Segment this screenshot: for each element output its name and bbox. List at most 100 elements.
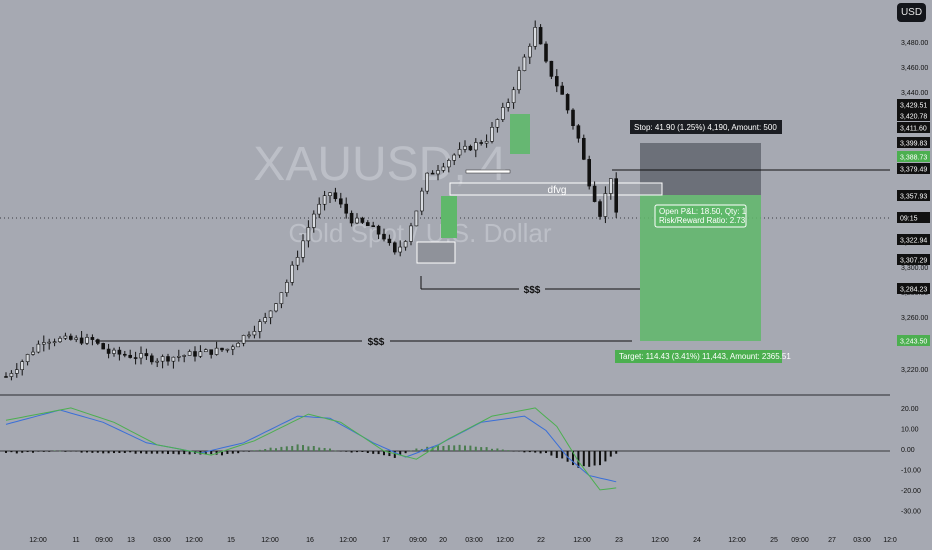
histogram-bar (464, 445, 466, 451)
svg-text:3,420.78: 3,420.78 (900, 114, 927, 121)
time-tick: 12:00 (573, 537, 591, 544)
candle (311, 210, 316, 233)
risk-reward-text: Risk/Reward Ratio: 2.73 (659, 216, 746, 225)
candle (295, 250, 300, 271)
fvg-label: dfvg (548, 185, 567, 196)
histogram-bar (221, 451, 223, 456)
candle (565, 93, 570, 114)
histogram-bar (469, 445, 472, 451)
candle (150, 353, 154, 365)
candle (236, 342, 240, 348)
histogram-bar (507, 450, 510, 451)
time-tick: 12:00 (185, 537, 203, 544)
candle (500, 102, 505, 122)
histogram-bar (366, 451, 369, 454)
candle (452, 153, 457, 166)
time-tick: 22 (537, 537, 545, 544)
candle (360, 216, 365, 224)
histogram-bar (485, 447, 488, 451)
price-label: 3,357.93 (897, 190, 930, 201)
candle (527, 43, 532, 64)
histogram-bar (582, 451, 585, 467)
candle (25, 353, 30, 366)
candlestick-series (4, 20, 619, 381)
liquidity-high-label: $$$ (368, 337, 385, 348)
signal-line (5, 407, 617, 491)
candle (603, 186, 608, 224)
candle (171, 356, 176, 369)
candle (495, 118, 500, 133)
svg-text:3,307.29: 3,307.29 (900, 258, 927, 265)
candle (614, 172, 619, 218)
oscillator-axis[interactable]: 20.00 10.00 0.00 -10.00 -20.00 -30.00 (901, 406, 921, 516)
histogram-bar (323, 448, 326, 451)
candle (9, 370, 14, 381)
candle (96, 338, 100, 346)
time-axis[interactable]: 12:00 11 09:00 13 03:00 12:00 15 12:00 16 12:00 17… (29, 537, 897, 544)
time-tick: 09:00 (409, 537, 427, 544)
time-tick: 12:00 (728, 537, 746, 544)
candle (139, 346, 143, 365)
candle (425, 172, 430, 195)
histogram-bar (96, 451, 99, 453)
candle (463, 140, 467, 153)
histogram-bar (134, 451, 137, 454)
histogram-bar (339, 451, 342, 452)
candle (355, 213, 359, 225)
price-tick: 3,300.00 (901, 265, 928, 272)
histogram-bar (307, 446, 310, 451)
histogram-bar (318, 447, 321, 451)
histogram-bar (275, 448, 277, 451)
candle (204, 348, 208, 353)
svg-text:09:15: 09:15 (900, 216, 918, 223)
histogram-bar (501, 449, 504, 451)
price-axis[interactable]: 3,480.003,460.003,440.003,420.003,400.00… (897, 40, 930, 374)
histogram-bar (91, 451, 94, 453)
histogram-bar (118, 451, 121, 453)
time-tick: 23 (615, 537, 623, 544)
candle (198, 345, 203, 358)
histogram-bar (615, 451, 618, 454)
histogram-bar (372, 451, 375, 454)
oscillator-tick: -10.00 (901, 468, 921, 475)
histogram-bar (26, 451, 29, 453)
histogram-bar (550, 451, 553, 456)
candle (522, 54, 527, 72)
price-tick: 3,480.00 (901, 40, 928, 47)
time-tick: 12:0 (883, 537, 897, 544)
histogram-bar (539, 451, 542, 454)
stop-label: Stop: 41.90 (1.25%) 4,190, Amount: 500 (634, 123, 777, 132)
histogram-bar (123, 451, 126, 454)
histogram-bar (253, 450, 256, 451)
time-tick: 12:00 (261, 537, 279, 544)
candle (128, 349, 132, 359)
stop-label-box (630, 120, 782, 134)
candle (69, 333, 73, 341)
candle (592, 181, 597, 203)
demand-box[interactable] (416, 241, 456, 264)
histogram-bar (512, 451, 515, 452)
candle (387, 234, 392, 246)
candle (430, 170, 435, 175)
histogram-bar (561, 451, 564, 459)
currency-button[interactable]: USD (897, 3, 926, 22)
candle (274, 303, 278, 313)
time-tick: 24 (693, 537, 701, 544)
candle (446, 158, 451, 173)
price-label: 09:15 (897, 212, 930, 223)
histogram-bar (377, 451, 380, 455)
candle (74, 335, 78, 343)
candle (403, 240, 408, 251)
histogram-bar (437, 445, 439, 451)
candle (85, 333, 89, 346)
histogram-bar (534, 451, 537, 453)
histogram-bar (150, 451, 153, 454)
histogram-bar (415, 448, 418, 451)
candle (58, 336, 62, 344)
candle (398, 240, 403, 257)
candle (231, 344, 235, 356)
candle (349, 210, 354, 227)
histogram-bar (167, 451, 169, 455)
